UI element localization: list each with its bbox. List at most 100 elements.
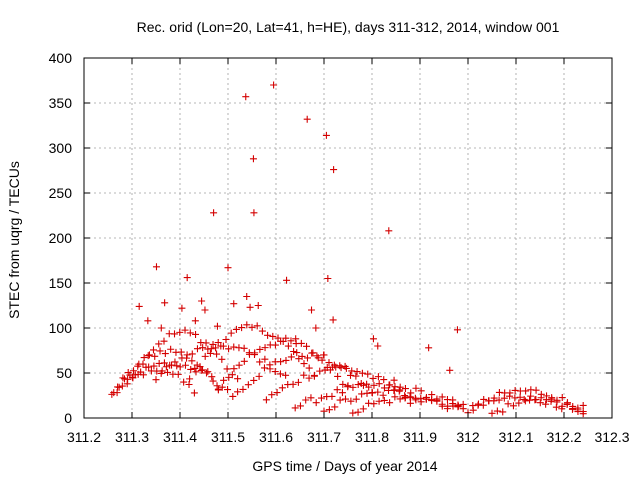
track-point [151, 352, 159, 360]
track-point [336, 362, 344, 370]
track-point [144, 352, 152, 360]
track-point [192, 368, 200, 376]
x-tick-label: 312.2 [546, 429, 581, 445]
track-point [302, 396, 310, 404]
data-point [213, 322, 221, 330]
track-point [271, 341, 279, 349]
track-point [331, 403, 339, 411]
track-point [334, 372, 342, 380]
track-point [386, 381, 394, 389]
track-point [268, 391, 276, 399]
track-point [244, 381, 252, 389]
track-point [542, 400, 550, 408]
track-point [119, 374, 127, 382]
track-point [339, 380, 347, 388]
data-point [191, 317, 199, 325]
track-point [344, 383, 352, 391]
track-point [238, 324, 246, 332]
track-point [204, 345, 212, 353]
track-point [202, 339, 210, 347]
track-point [515, 399, 523, 407]
track-point [438, 400, 446, 408]
track-point [213, 382, 221, 390]
x-tick-label: 311.7 [307, 429, 341, 445]
track-point [298, 352, 306, 360]
track-point [214, 385, 222, 393]
track-point [396, 395, 404, 403]
track-point [449, 400, 457, 408]
track-point [114, 383, 122, 391]
track-point [307, 394, 315, 402]
track-point [347, 397, 355, 405]
data-point [283, 276, 291, 284]
track-point [255, 372, 263, 380]
track-point [164, 368, 172, 376]
track-point [342, 364, 350, 372]
data-point [198, 297, 206, 305]
data-point [330, 166, 338, 174]
x-tick-label: 311.5 [211, 429, 245, 445]
track-point [294, 378, 302, 386]
track-point [342, 395, 350, 403]
track-point [336, 396, 344, 404]
track-point [309, 349, 317, 357]
track-point [354, 381, 362, 389]
data-point [270, 81, 278, 89]
track-point [401, 392, 409, 400]
track-point [160, 337, 168, 345]
track-point [552, 403, 560, 411]
track-point [235, 361, 243, 369]
track-point [454, 403, 462, 411]
track-point [191, 364, 199, 372]
track-point [209, 377, 217, 385]
data-point [242, 93, 250, 101]
track-point [239, 385, 247, 393]
track-point [134, 362, 142, 370]
track-point [305, 374, 313, 382]
track-point [375, 380, 383, 388]
x-tick-label: 312.1 [498, 429, 533, 445]
track-point [433, 396, 441, 404]
track-point [353, 368, 361, 376]
track-point [531, 396, 539, 404]
track-point [532, 386, 540, 394]
axis-ticks: 311.2 311.3 311.4 311.5 311.6 311.7 311.8 311.9… [49, 50, 630, 445]
track-point [282, 371, 290, 379]
track-point [213, 350, 221, 358]
track-point [396, 383, 404, 391]
track-point [282, 356, 290, 364]
track-point [156, 347, 164, 355]
track-point [406, 399, 414, 407]
track-point [328, 392, 336, 400]
track-point [250, 376, 258, 384]
data-points [108, 81, 587, 418]
data-point [425, 344, 433, 352]
data-point [152, 263, 160, 271]
track-point [412, 384, 420, 392]
track-point [232, 325, 240, 333]
track-point [243, 321, 251, 329]
track-point [220, 376, 228, 384]
track-point [171, 358, 179, 366]
track-point [386, 399, 394, 407]
track-point [152, 376, 160, 384]
track-point [223, 365, 231, 373]
track-point [266, 361, 274, 369]
track-point [145, 351, 153, 359]
track-point [352, 395, 360, 403]
track-point [161, 350, 169, 358]
track-point [218, 355, 226, 363]
y-tick-label: 300 [49, 140, 73, 156]
x-tick-label: 312 [456, 429, 480, 445]
track-point [150, 362, 158, 370]
track-point [124, 369, 132, 377]
chart-title: Rec. orid (Lon=20, Lat=41, h=HE), days 3… [137, 19, 560, 35]
track-point [374, 388, 382, 396]
track-point [183, 351, 191, 359]
y-tick-label: 50 [56, 365, 72, 381]
track-point [178, 354, 186, 362]
data-point [390, 376, 398, 384]
track-point [359, 405, 367, 413]
track-point [234, 388, 242, 396]
